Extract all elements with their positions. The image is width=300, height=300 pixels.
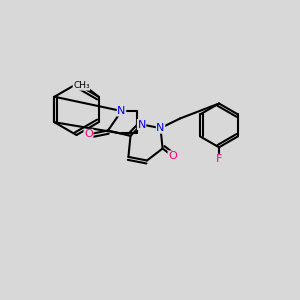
Text: N: N bbox=[156, 123, 165, 133]
Text: N: N bbox=[137, 119, 146, 130]
Text: O: O bbox=[84, 129, 93, 140]
Text: CH₃: CH₃ bbox=[73, 81, 90, 90]
Text: O: O bbox=[168, 151, 177, 161]
Text: F: F bbox=[216, 154, 222, 164]
Text: N: N bbox=[117, 106, 126, 116]
